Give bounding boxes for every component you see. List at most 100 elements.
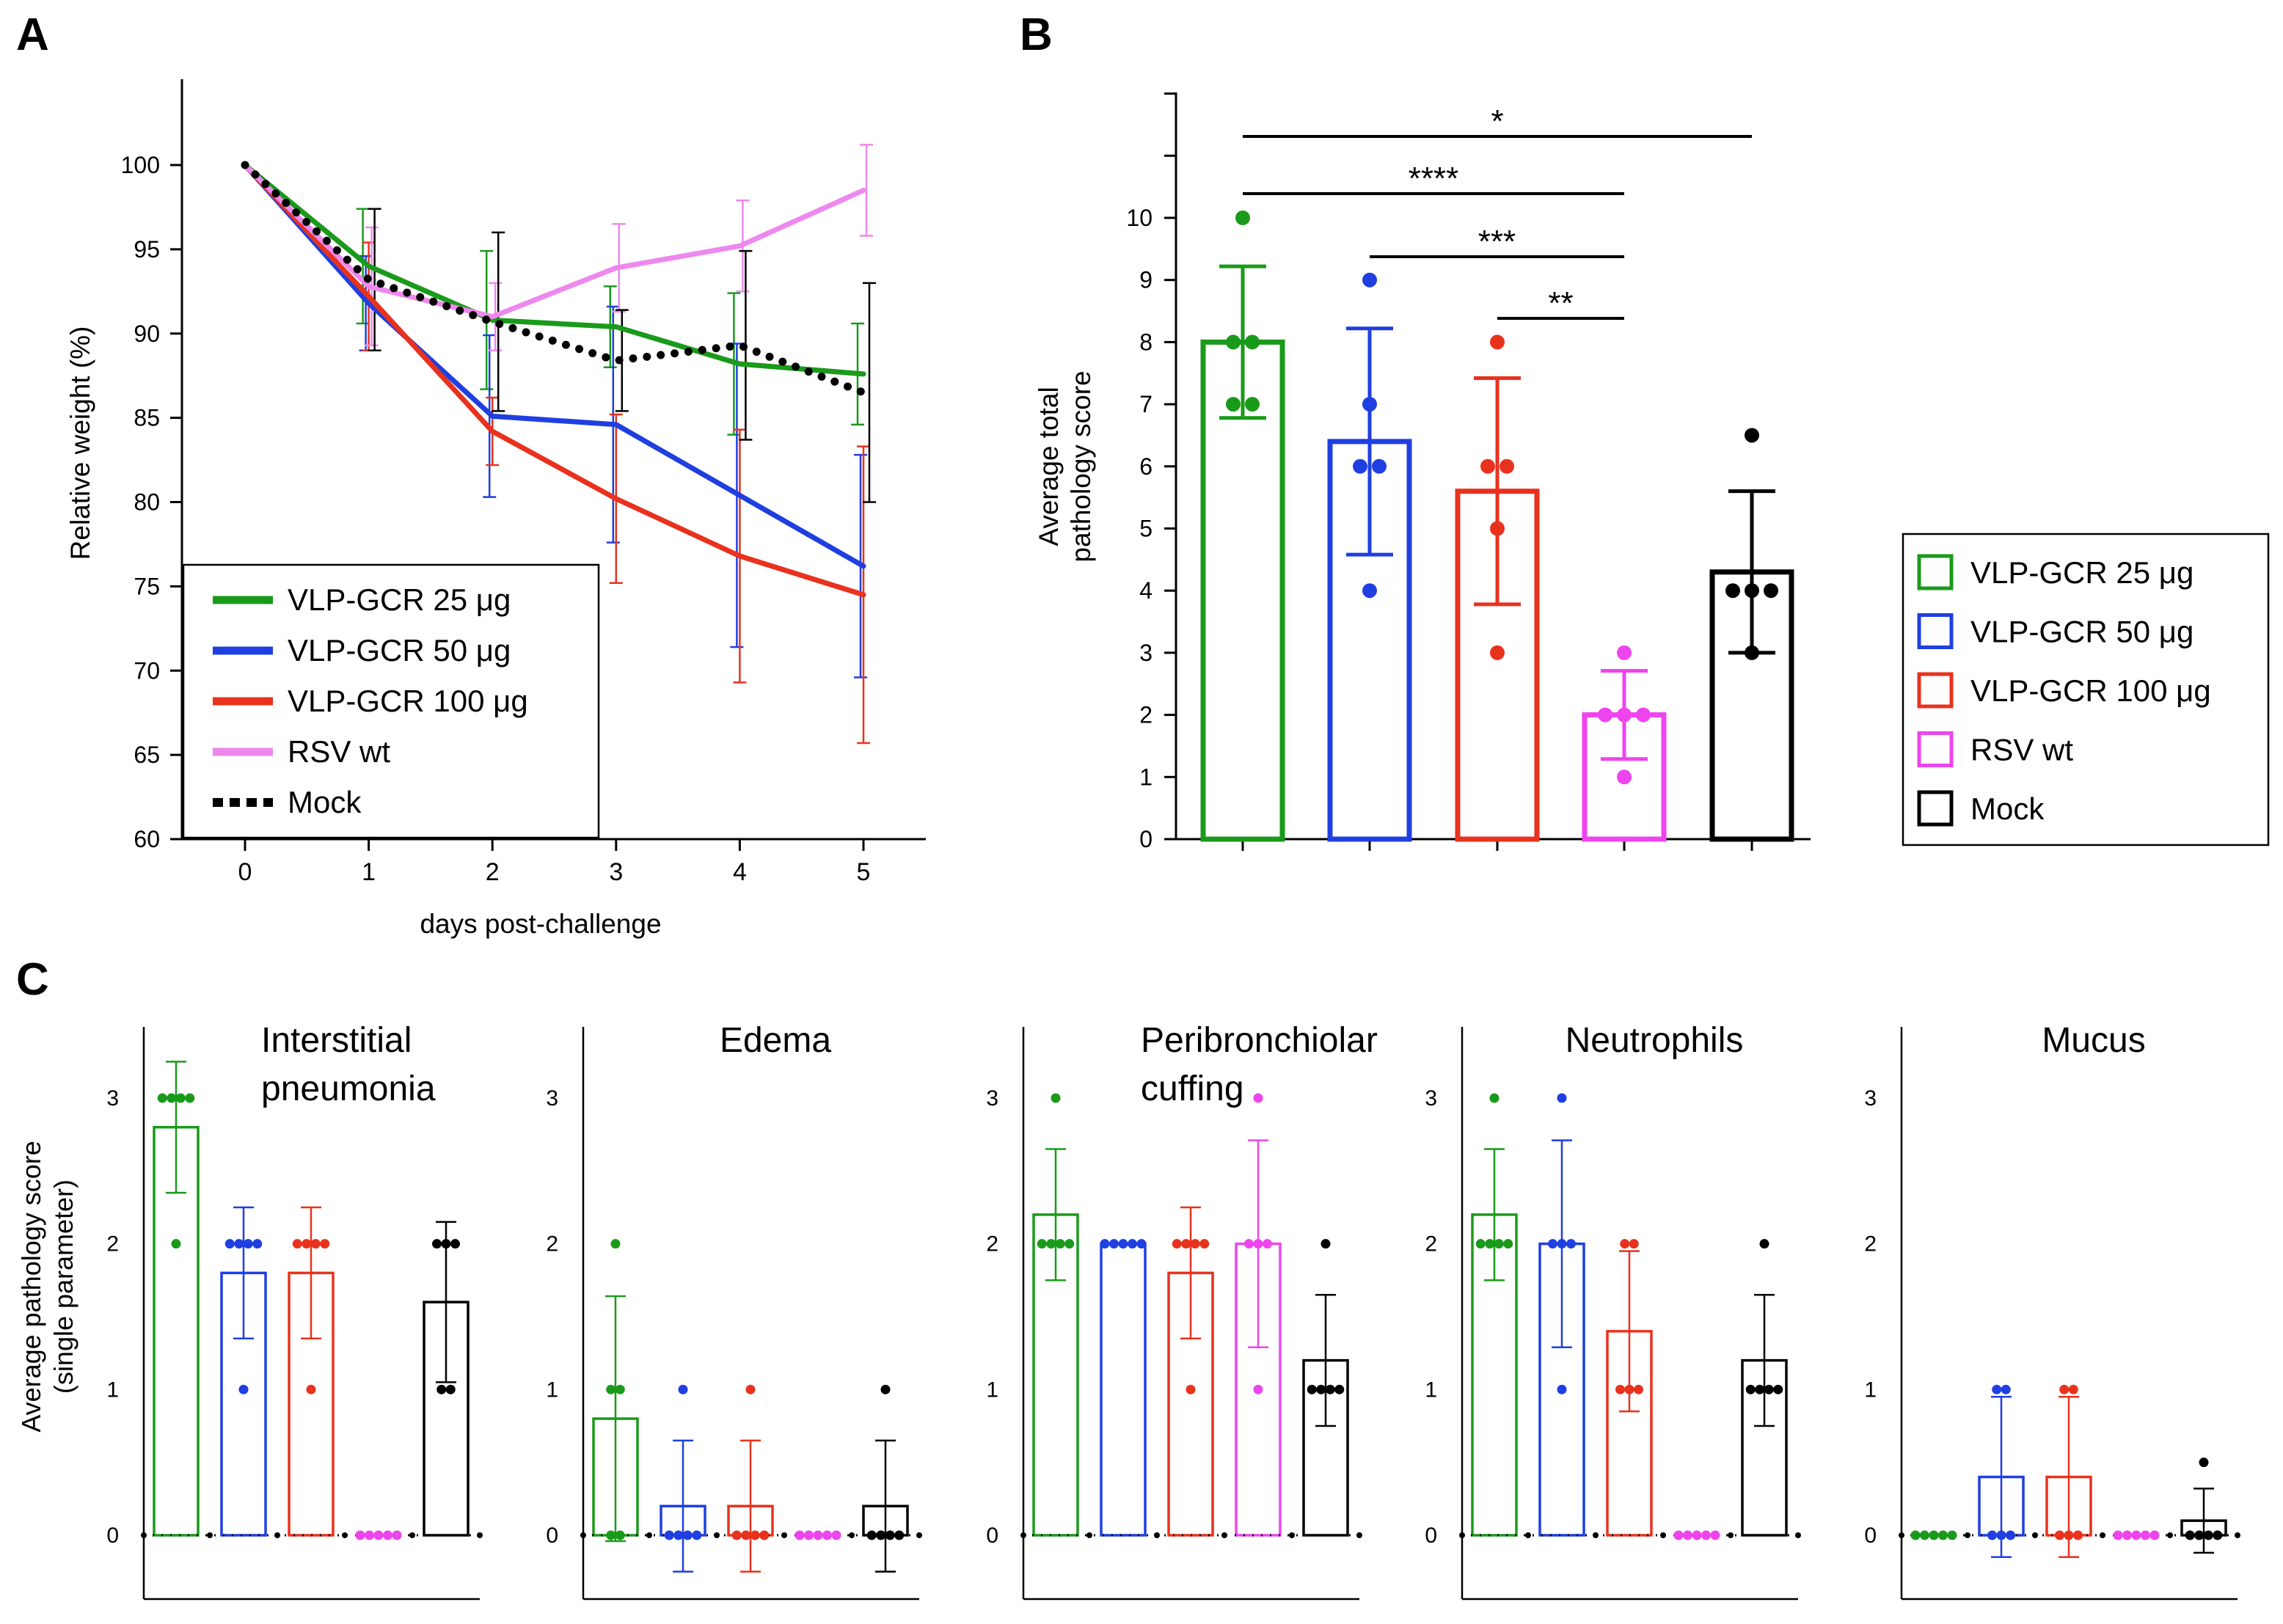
zero-line-marker — [342, 1532, 348, 1538]
data-point — [745, 1384, 756, 1394]
data-point — [678, 1384, 688, 1394]
legend-label: VLP-GCR 50 μg — [288, 633, 511, 667]
data-point — [1500, 458, 1514, 474]
zero-line-marker — [1899, 1532, 1904, 1538]
zero-line-marker — [1289, 1532, 1295, 1538]
subchart-title: pneumonia — [261, 1069, 436, 1108]
data-point — [1634, 1384, 1643, 1394]
y-tick-label: 65 — [134, 742, 160, 768]
data-point — [1475, 1239, 1486, 1249]
data-point — [731, 1530, 742, 1540]
data-point — [1624, 1384, 1634, 1394]
y-tick-label: 3 — [1425, 1086, 1437, 1111]
data-point — [2194, 1530, 2205, 1540]
y-tick-label: 6 — [1139, 453, 1153, 480]
zero-line-marker — [2032, 1532, 2038, 1538]
zero-line-marker — [714, 1532, 720, 1538]
data-point — [822, 1530, 832, 1540]
data-point — [615, 1530, 625, 1540]
legend-label: VLP-GCR 100 μg — [1970, 673, 2211, 708]
x-tick-label: 5 — [857, 858, 871, 886]
data-point — [1055, 1239, 1065, 1249]
y-tick-label: 0 — [1139, 826, 1153, 852]
data-point — [1051, 1093, 1061, 1103]
data-point — [2185, 1530, 2195, 1540]
y-tick-label: 60 — [134, 826, 160, 852]
data-point — [1494, 1239, 1504, 1249]
zero-line-marker — [1660, 1532, 1666, 1538]
data-point — [759, 1530, 770, 1540]
data-point — [1263, 1239, 1272, 1249]
data-point — [292, 1239, 302, 1249]
data-point — [1316, 1384, 1326, 1394]
data-point — [392, 1530, 402, 1540]
subchart-0: 0 1 2 3 Interstitial pneumonia — [106, 1021, 483, 1601]
zero-line-marker — [2167, 1532, 2173, 1538]
total-pathology-bar-chart: 0 1 2 3 4 5 6 7 8 9 10 Average totalpathology score… — [1034, 92, 2270, 852]
data-point — [2131, 1530, 2141, 1540]
legend-label: RSV wt — [1970, 733, 2073, 767]
y-axis-label: Average pathology score(single parameter… — [16, 1141, 78, 1433]
y-axis-label: Relative weight (%) — [65, 326, 95, 560]
data-point — [2064, 1530, 2074, 1540]
data-point — [1226, 397, 1241, 412]
data-point — [1480, 458, 1495, 474]
data-point — [320, 1239, 330, 1249]
data-point — [157, 1093, 167, 1103]
y-tick-label: 1 — [106, 1378, 119, 1402]
data-point — [373, 1530, 384, 1540]
data-point — [252, 1239, 263, 1249]
data-point — [1136, 1239, 1147, 1249]
legend-swatch — [1917, 672, 1954, 709]
data-point — [1334, 1384, 1345, 1394]
y-tick-label: 2 — [106, 1232, 119, 1257]
zero-line-marker — [1020, 1532, 1026, 1538]
x-tick-label: 3 — [609, 858, 623, 886]
series-line-0 — [242, 162, 866, 377]
data-point — [2141, 1530, 2150, 1540]
y-tick-label: 1 — [1139, 764, 1153, 790]
data-point — [1701, 1530, 1711, 1540]
data-point — [1557, 1239, 1567, 1249]
data-point — [1929, 1530, 1939, 1540]
data-point — [1235, 211, 1250, 225]
y-tick-label: 9 — [1139, 267, 1153, 293]
data-point — [1773, 1384, 1783, 1394]
data-point — [2113, 1530, 2123, 1540]
data-point — [831, 1530, 841, 1540]
data-point — [1253, 1384, 1263, 1394]
data-point — [1046, 1239, 1056, 1249]
legend-label: VLP-GCR 25 μg — [1970, 555, 2193, 590]
data-point — [673, 1530, 684, 1540]
data-point — [1503, 1239, 1513, 1249]
significance-label: ** — [1548, 285, 1573, 321]
single-parameter-bar-charts: Average pathology score(single parameter… — [16, 1021, 2240, 1601]
data-point — [1745, 428, 1759, 443]
subchart-title: Peribronchiolar — [1141, 1021, 1378, 1060]
data-point — [1109, 1239, 1119, 1249]
zero-line-marker — [2235, 1532, 2240, 1538]
data-point — [1118, 1239, 1128, 1249]
data-point — [1996, 1530, 2006, 1540]
zero-line-marker — [1221, 1532, 1227, 1538]
data-point — [2068, 1384, 2078, 1394]
data-point — [1362, 272, 1377, 288]
data-point — [1987, 1530, 1997, 1540]
data-point — [1186, 1384, 1196, 1394]
y-tick-label: 5 — [1139, 516, 1153, 542]
data-point — [1325, 1384, 1335, 1394]
y-tick-label: 1 — [986, 1378, 998, 1402]
zero-line-marker — [141, 1532, 147, 1538]
data-point — [1745, 1384, 1756, 1394]
data-point — [876, 1530, 886, 1540]
data-point — [1692, 1530, 1702, 1540]
y-tick-label: 0 — [986, 1524, 998, 1548]
x-tick-label: 1 — [362, 858, 376, 886]
data-point — [167, 1093, 177, 1103]
y-tick-label: 1 — [1425, 1378, 1437, 1402]
data-point — [432, 1239, 442, 1249]
data-point — [750, 1530, 760, 1540]
data-point — [1755, 1384, 1765, 1394]
data-point — [2149, 1530, 2160, 1540]
